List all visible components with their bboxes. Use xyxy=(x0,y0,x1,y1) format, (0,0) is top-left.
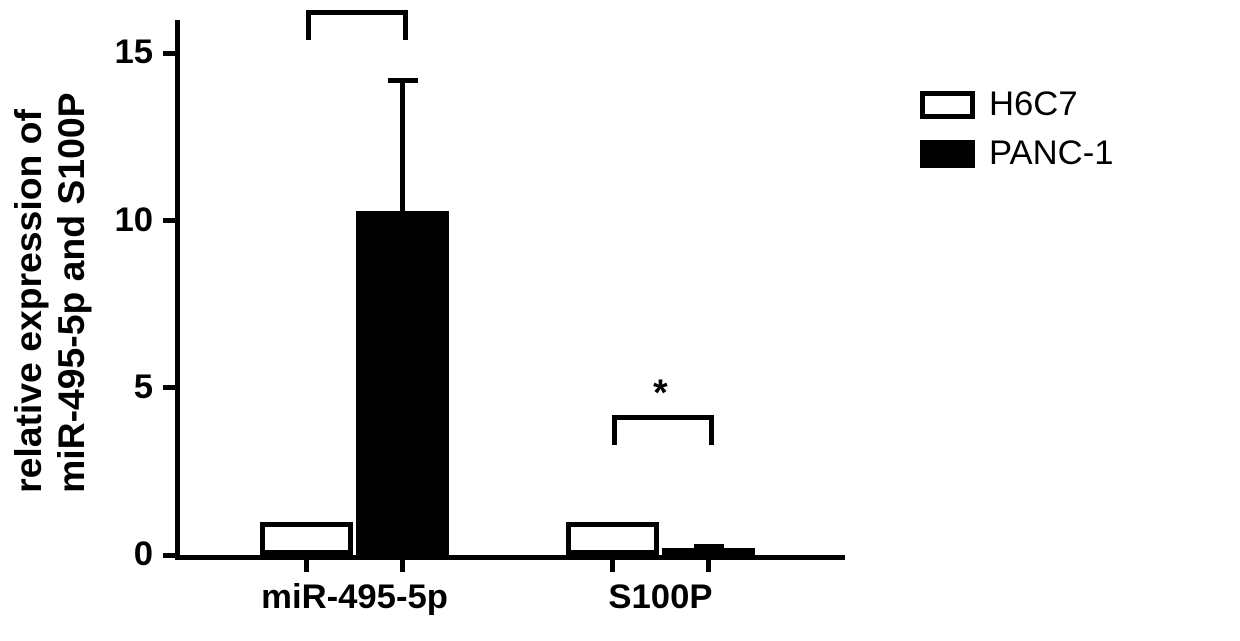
y-tick-mark xyxy=(163,218,175,223)
y-tick-label: 0 xyxy=(93,535,153,574)
bar-miR-495-5p-H6C7 xyxy=(260,522,353,555)
y-tick-label: 15 xyxy=(93,33,153,72)
sig-bracket-top xyxy=(306,10,407,15)
legend-row-H6C7: H6C7 xyxy=(920,85,1114,124)
sig-star: * xyxy=(335,0,375,9)
legend-row-PANC-1: PANC-1 xyxy=(920,134,1114,173)
y-axis-label: relative expression of miR-495-5p and S1… xyxy=(7,133,93,493)
expression-bar-chart: relative expression of miR-495-5p and S1… xyxy=(0,0,1240,641)
bar-miR-495-5p-PANC-1 xyxy=(356,211,449,555)
y-tick-label: 5 xyxy=(93,368,153,407)
y-tick-mark xyxy=(163,51,175,56)
y-tick-mark xyxy=(163,553,175,558)
sig-star: * xyxy=(640,371,680,414)
bar-S100P-PANC-1 xyxy=(662,548,755,558)
error-bar xyxy=(400,80,405,210)
x-tick-mark xyxy=(706,560,711,572)
y-axis-label-line2: miR-495-5p and S100P xyxy=(50,93,92,493)
legend-swatch xyxy=(920,140,975,168)
plot-area xyxy=(175,20,845,560)
x-group-label: miR-495-5p xyxy=(205,578,505,617)
error-bar-cap xyxy=(388,78,418,83)
bar-S100P-H6C7 xyxy=(566,522,659,555)
sig-bracket-top xyxy=(612,415,713,420)
sig-bracket-right xyxy=(709,415,714,445)
legend-label: PANC-1 xyxy=(989,134,1114,173)
y-axis-label-line1: relative expression of xyxy=(7,109,49,493)
legend-swatch xyxy=(920,91,975,119)
x-group-label: S100P xyxy=(510,578,810,617)
legend-label: H6C7 xyxy=(989,85,1078,124)
y-tick-mark xyxy=(163,385,175,390)
sig-bracket-left xyxy=(612,415,617,445)
x-tick-mark xyxy=(610,560,615,572)
sig-bracket-left xyxy=(306,10,311,40)
x-tick-mark xyxy=(400,560,405,572)
x-tick-mark xyxy=(304,560,309,572)
legend: H6C7 PANC-1 xyxy=(920,85,1114,183)
error-bar-cap xyxy=(694,544,724,549)
y-tick-label: 10 xyxy=(93,201,153,240)
sig-bracket-right xyxy=(403,10,408,40)
